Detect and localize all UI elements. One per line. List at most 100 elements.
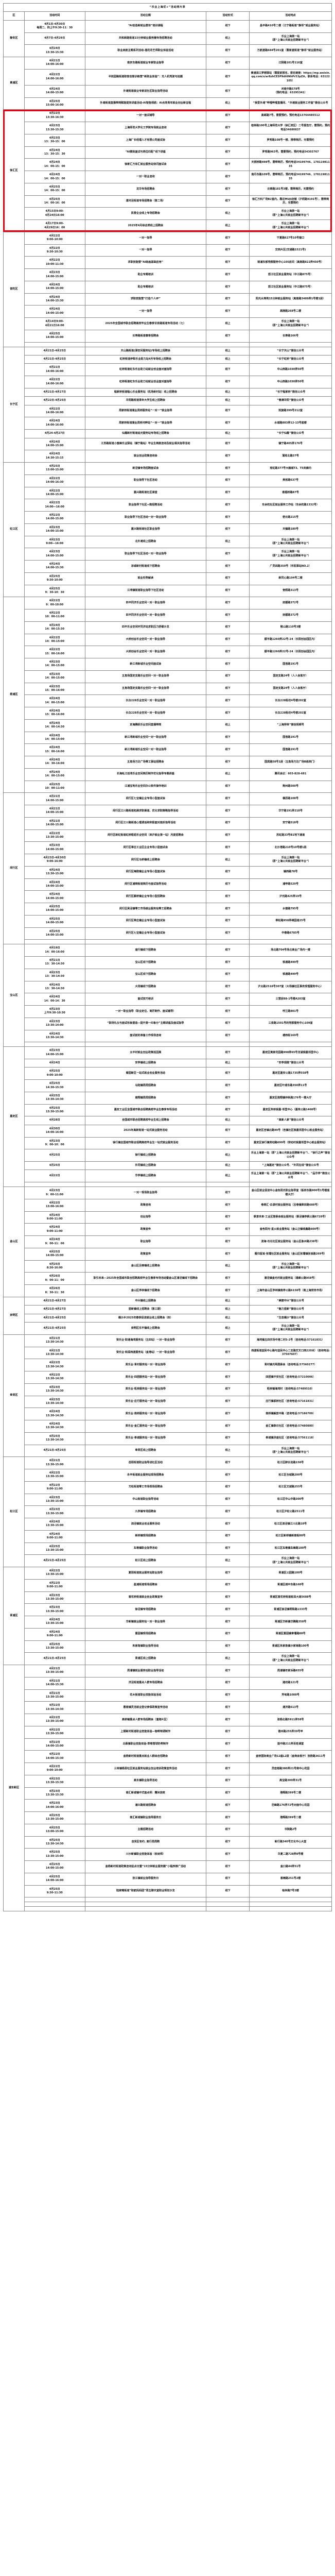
cell-topic: 徐行镇全国城市联合招聘高校毕业生一站式就业服务活动 [84, 1137, 207, 1150]
cell-form: 线下 [206, 1676, 250, 1690]
cell-form: 线下 [206, 1469, 250, 1482]
cell-place: 密云路215号 [249, 511, 332, 524]
cell-form: 线下 [206, 1836, 250, 1849]
cell-topic: 泗泾镇就业创业服务活动 [84, 1518, 207, 1531]
cell-place: 华夏二路728弄8号楼 [249, 1848, 332, 1861]
cell-time: 4月14日9:00- 4月21日16:00 [24, 317, 85, 330]
cell-form: 线下 [206, 1091, 250, 1105]
cell-place: 嘉定区南翔镇仲秋路176号一楼大厅 [249, 1091, 332, 1105]
cell-place: 海湾镇五四农场中港二村5-2号（咨询电话:57161831） [249, 1334, 332, 1347]
district-cell: 宝山区 [3, 944, 25, 1047]
cell-place: 抚顺路372号 [249, 609, 332, 622]
table-row: 4月23日 14:00-15:00 职业指导下社区活动一对一职业指导 线下 乐业上海第… [4, 548, 332, 561]
cell-time: 4月24日 13：30-15：30 [24, 146, 85, 159]
cell-form: 线下 [206, 363, 250, 377]
table-row: 4月22日 13:30-15:00 上钢新村街道职业技能体验—咖啡特调制作 线下 德州… [4, 1725, 332, 1739]
cell-time: 4月24日 14：00-15:30 [24, 621, 85, 634]
cell-time: 4月24日 14:00-15:00 [24, 305, 85, 318]
cell-time: 4月23日 13：30-14:30 [24, 968, 85, 981]
district-cell: 静安区 [3, 20, 25, 58]
table-row: 4月25日 15:00-16:00 外滩街道直播带岗赋能提效讲座活动-AI智能领航… [4, 97, 332, 110]
cell-time: 4月7日-4月29日 [24, 32, 85, 45]
cell-topic: 助企专题培训 [84, 280, 207, 294]
cell-place: “生态横沙”微信公众号 [249, 1313, 332, 1323]
cell-form: 线下 [206, 158, 250, 172]
cell-place: 滨海·石化社区就业服务站（金山区象州路238号） [249, 1235, 332, 1248]
cell-time: 4月22日 13:30-16:30 [24, 109, 85, 123]
cell-place: 国浩路191号 [249, 731, 332, 744]
cell-time: 4月23日-4月30日 9:00-16:00 [24, 854, 85, 867]
cell-place: 三泉路1501号的党群服务中心109室 [249, 1017, 332, 1030]
cell-time: 4月23日 上午9:30-10:30 [24, 1005, 85, 1018]
cell-topic: 虹桥街道伊犁乐业助力站4月专场线上招聘会 [84, 354, 207, 364]
cell-topic: 贤乐业·奉城服务站一对一职业指导 [84, 1432, 207, 1445]
table-row: 4月22日 14:00-16:30 职业指导下社区活动 线下 吴淞路637号 [4, 474, 332, 487]
cell-topic: 闵行区江川路街道心理调适和积极面对挫折指导活动 [84, 817, 207, 830]
cell-place: 青浦区公园路100号 [249, 1567, 332, 1580]
cell-time: 4月21日-4月25日 [24, 1313, 85, 1323]
cell-time: 4月25日 10：00-11:00 [24, 780, 85, 793]
cell-form: 线下 [206, 1640, 250, 1653]
cell-time: 4月21日 13:30-15:00 [24, 1689, 85, 1702]
cell-topic: 菊园新区一站式就业创业服务活动 [84, 1067, 207, 1080]
table-row: 4月24日 15：00-16:00 新江湾新城乐业空间一对一职业指导 线下 国浩路19… [4, 743, 332, 756]
cell-place: 灵岩南路380弄21号旁中心花园 [249, 1762, 332, 1775]
cell-form: 线下 [206, 1247, 250, 1261]
district-cell: 崇明区 [3, 1296, 25, 1335]
cell-time: 4月22日 9:00-10:00 [24, 231, 85, 245]
table-row: 奉贤区 4月21日 13:30-14:30 贤乐业·职通海湾服务站（五四站）一对一职… [3, 1334, 332, 1458]
table-row: 4月24日 14:00-15:00 外滩街道就业专家进社区职业指导活动 线下 河南中路… [4, 84, 332, 98]
cell-time: 4月25日 14：00-16：00 [24, 195, 85, 208]
cell-form: 线下 [206, 903, 250, 916]
cell-form: 线下 [206, 256, 250, 269]
cell-time: 4月25日 9:30-11:30 [24, 1885, 85, 1898]
table-row: 4月22日 13:00-16:00 政策咨询 线下 巷岗汇·白漾村就业服务站（吕巷镇荣… [4, 1198, 332, 1212]
cell-form: 线下 [206, 780, 250, 793]
cell-place: 呼兰路801号 [249, 1005, 332, 1018]
cell-topic: 长白228乐业空间一对一职业指导 [84, 707, 207, 720]
district-cell: 浦东新区 [3, 1664, 25, 1912]
cell-topic: 江湾镇街道职业指导下社区活动 [84, 584, 207, 598]
cell-place: 金桥国际商业广场12座L2层（金商会客厅）张杨路3611号 [249, 1750, 332, 1763]
cell-form: 线下 [206, 1823, 250, 1837]
cell-time: 4月25日 8:30-16:00 [24, 1260, 85, 1273]
cell-time: 4月22日 13:30-14:30 [24, 1371, 85, 1384]
cell-time: 4月23日 13：30-15：00 [24, 133, 85, 147]
cell-time: 4月24日 13:30-15:30 [24, 44, 85, 57]
cell-form: 线下 [206, 1579, 250, 1592]
table-row: 4月24日 14：00-14：30 面试技巧培训 线下 三营房88-1号楼A203室 [4, 993, 332, 1006]
cell-topic: 川沙新镇职业技能体验（收纳师） [84, 1848, 207, 1861]
cell-topic: 南京东路街道就业专家职业指导 [84, 57, 207, 70]
cell-topic: 华亭镇线上招聘会 [84, 1170, 207, 1183]
cell-form: 线下 [206, 1187, 250, 1199]
cell-place: 镇西路78号 [249, 866, 332, 879]
cell-form: 线下 [206, 1432, 250, 1445]
cell-form: 线下 [206, 792, 250, 805]
cell-place: 金汇镇泰日社区（咨询电话:57480880） [249, 1420, 332, 1433]
cell-place: 德州路255弄39号甲 [249, 1725, 332, 1739]
cell-place: 怒江社区就业服务站（中江路875号） [249, 280, 332, 294]
cell-place: 青浦区华新镇华腾路358号 [249, 1616, 332, 1629]
cell-place: 书院路2号 [249, 1823, 332, 1837]
cell-form: 线下 [206, 1104, 250, 1117]
cell-time: 4月23日 9：00-10：00 [24, 1137, 85, 1150]
cell-form: 线下 [206, 231, 250, 245]
table-row: 4月21日-4月25日 松江区线上招聘会 线上 乐业上海第一站 （原“上海公共就业招聘… [4, 1554, 332, 1567]
cell-topic: 方松街道零工市场现场招聘会 [84, 1481, 207, 1494]
cell-time [24, 1182, 85, 1188]
cell-time: 4月23日 14:00-15:00 [24, 841, 85, 854]
cell-time: 4月22日 9:00-11:00 [24, 1579, 85, 1592]
cell-time: 4月24日 14:00-15:30 [24, 293, 85, 306]
cell-topic: 仙霞新村街道追光服务站专场线上招聘会 [84, 429, 207, 438]
cell-topic: 金山区吕巷镇线上招聘会 [84, 1260, 207, 1273]
cell-place: 阳光水岸苑15分钟就业服务站（真南路3489弄1号楼1层） [249, 293, 332, 306]
cell-place: 天钥桥路498号，需带简历，预约电话34199746、17811981135 [249, 158, 332, 172]
cell-place: 乐业上海第一站 （原“上海公共就业招聘新平台”） [249, 207, 332, 221]
cell-time: 4月24日 14:00-15:00 [24, 890, 85, 903]
cell-place: 乐业上海第一站 （原“上海公共就业招聘新平台”） [249, 1652, 332, 1665]
table-row: 4月15日9:00- 4月24日16:00 民营企业线上专场招聘会 线上 乐业上海第一… [4, 207, 332, 221]
cell-topic: 庙行镇线下招聘会 [84, 944, 207, 957]
cell-topic: 一对一面试辅导 [84, 109, 207, 123]
cell-time: 4月22日 9:30-10:30 [24, 244, 85, 257]
cell-time: 4月28日 [24, 1116, 85, 1125]
